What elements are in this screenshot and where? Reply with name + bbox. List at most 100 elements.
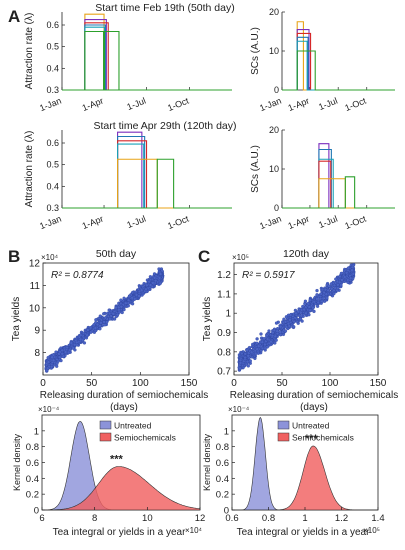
c1-y-axis-label: Tea yields [202, 297, 213, 341]
a3-x-tick-label: 1-Jan [38, 214, 63, 232]
c1-y-tick-label: 0.7 [217, 367, 231, 378]
c1-x-tick-label: 150 [370, 378, 387, 389]
c1-point [321, 296, 325, 301]
b2-x-tick-label: 8 [92, 513, 97, 524]
a3-y-tick-label: 0.5 [46, 160, 59, 170]
b1-x-tick-label: 150 [181, 378, 198, 389]
c1-point [251, 342, 255, 347]
b1-y-tick-label: 12 [29, 259, 41, 270]
a2-series-line [282, 36, 395, 91]
b1-point [126, 298, 131, 302]
a1-y-tick-label: 0.5 [46, 42, 59, 52]
c1-point [346, 266, 351, 270]
c2-y-tick-label: 0.6 [216, 458, 229, 469]
c1-y-multiplier: ×10⁵ [232, 253, 249, 262]
b1-point [119, 305, 124, 309]
b1-point [127, 294, 132, 298]
c1-point [282, 317, 286, 321]
c1-point [350, 268, 354, 272]
c1-point [269, 340, 273, 344]
c1-point [288, 313, 293, 317]
c1-point [307, 313, 311, 317]
a1-y-tick-label: 0.4 [46, 63, 59, 73]
c1-point [243, 355, 247, 360]
a4-series-line [282, 158, 395, 209]
c1-point [286, 321, 291, 326]
b1-x-tick-label: 100 [132, 378, 149, 389]
a1-x-tick-label: 1-Jul [125, 96, 147, 113]
b1-point [61, 354, 65, 359]
b1-point [105, 320, 109, 324]
a4-y-tick-label: 10 [269, 164, 279, 174]
c1-point [315, 297, 319, 301]
c1-point [315, 288, 319, 293]
b1-point [153, 278, 158, 283]
c1-point [311, 306, 315, 310]
c1-point [298, 317, 303, 321]
c1-point [283, 320, 288, 324]
c1-point [303, 299, 308, 303]
c1-point [312, 309, 316, 314]
b2-y-tick-label: 0.2 [26, 490, 39, 501]
a2-x-tick-label: 1-Jan [258, 96, 283, 114]
a4-y-tick-label: 20 [269, 125, 279, 135]
chart-a3: 1-Jan 1-Apr 1-Jul 1-Oct 0.3 0.4 0.5 0.6 Attracti… [24, 120, 237, 231]
b1-point [102, 312, 106, 316]
b1-point [117, 308, 121, 312]
chart-c1: 0 50 100 150 0.7 0.8 0.9 1 1.1 1.2×10⁵ 120th day R²… [202, 248, 398, 413]
b1-point [158, 281, 162, 285]
c1-point [332, 291, 336, 296]
c2-y-axis-label: Kernel density [202, 433, 212, 491]
a2-y-tick-label: 20 [269, 7, 279, 17]
c1-point [238, 366, 242, 371]
c1-point [240, 351, 244, 356]
b1-point [60, 348, 64, 353]
a1-series-line [62, 19, 232, 91]
c2-legend-swatch [277, 420, 290, 430]
c1-point [339, 283, 343, 287]
a2-series-line [282, 32, 395, 91]
a1-series-line [62, 24, 232, 91]
a4-x-tick-label: 1-Jul [317, 214, 339, 231]
c1-point [315, 293, 319, 297]
b1-point [99, 321, 103, 325]
b1-point [50, 355, 54, 359]
b1-point [139, 288, 144, 292]
b1-x-tick-label: 0 [40, 378, 46, 389]
b1-x-axis-label: (days) [110, 402, 138, 413]
b1-x-tick-label: 50 [86, 378, 98, 389]
b1-point [152, 276, 157, 280]
c2-legend-swatch [277, 432, 290, 442]
c1-point [278, 325, 283, 329]
b1-point [130, 302, 135, 306]
a2-series-line [282, 29, 395, 91]
b1-point [71, 346, 75, 350]
b1-point [75, 340, 79, 345]
c1-x-axis-label: (days) [300, 402, 328, 413]
a1-y-axis-label: Attraction rate (λ) [24, 13, 35, 90]
c1-point [312, 300, 316, 304]
b1-point [54, 350, 58, 354]
chart-b1: 0 50 100 150 8 9 10 11 12×10⁴ 50th day R² = 0.8774… [11, 248, 208, 413]
a3-y-axis-label: Attraction rate (λ) [24, 131, 35, 208]
a1-series-line [62, 30, 232, 91]
a4-y-tick-label: 0 [274, 203, 279, 213]
b1-point [98, 314, 102, 318]
c1-y-tick-label: 1.2 [217, 270, 231, 281]
c1-point [263, 342, 267, 347]
b1-point [102, 320, 106, 324]
c2-x-tick-label: 0.6 [225, 513, 238, 524]
b1-r2-annotation: R² = 0.8774 [51, 270, 104, 281]
c1-y-tick-label: 1 [225, 309, 231, 320]
c1-point [267, 329, 271, 333]
c1-point [308, 298, 312, 302]
c1-point [307, 305, 312, 309]
b1-point [51, 358, 56, 363]
b1-x-axis-label: Releasing duration of semiochemicals [40, 390, 208, 401]
chart-a4: 1-Jan 1-Apr 1-Jul 1-Oct 0 10 20 SCs (A.U.) [250, 125, 395, 231]
b1-y-tick-label: 9 [34, 326, 40, 337]
c2-legend-label: Semiochemicals [292, 433, 354, 443]
a2-y-tick-label: 10 [269, 46, 279, 56]
b1-point [148, 283, 153, 287]
